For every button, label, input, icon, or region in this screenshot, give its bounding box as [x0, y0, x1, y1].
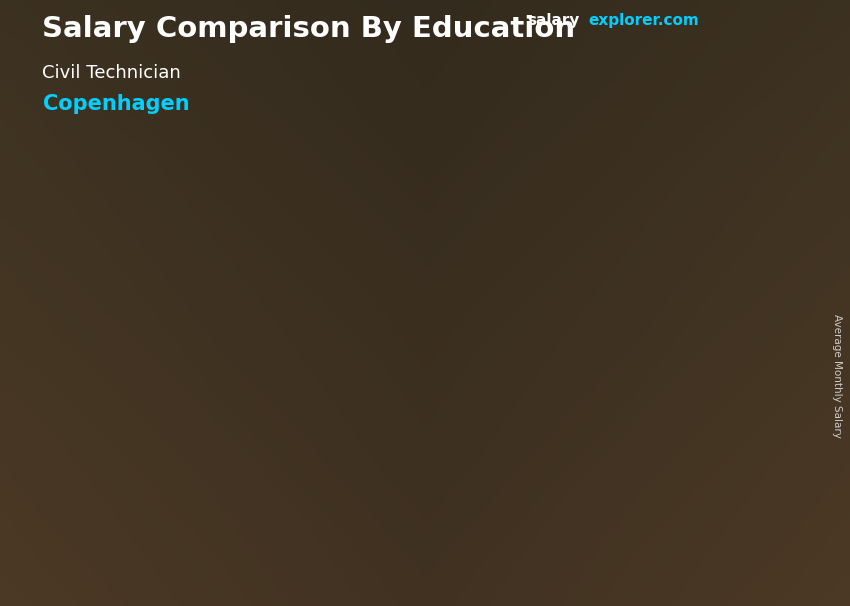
Text: 12,000 DKK: 12,000 DKK: [207, 385, 326, 404]
Bar: [162, 410, 371, 416]
Bar: [672, 45, 752, 61]
Bar: [462, 285, 671, 297]
Bar: [162, 410, 371, 545]
Text: Copenhagen: Copenhagen: [42, 94, 189, 114]
Bar: [695, 18, 709, 88]
Text: explorer.com: explorer.com: [588, 13, 699, 28]
Text: Civil Technician: Civil Technician: [42, 64, 181, 82]
Text: salary: salary: [527, 13, 580, 28]
Bar: [162, 410, 177, 545]
Bar: [462, 285, 476, 545]
Text: +93%: +93%: [345, 239, 444, 268]
Text: 23,100 DKK: 23,100 DKK: [507, 261, 626, 279]
Text: Salary Comparison By Education: Salary Comparison By Education: [42, 15, 575, 43]
Text: Average Monthly Salary: Average Monthly Salary: [832, 314, 842, 438]
Bar: [462, 285, 671, 545]
